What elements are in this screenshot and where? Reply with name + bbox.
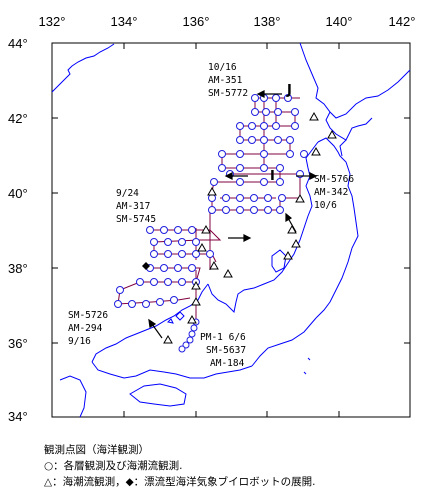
x-tick-label: 142° [389,14,416,29]
station-circles [114,94,308,353]
svg-text:AM-294: AM-294 [68,323,103,334]
map-legend: 観測点図（海洋観測） ○：各層観測及び海潮流観測. △：海潮流観測，◆：漂流型海… [44,442,424,490]
svg-text:SM-5726: SM-5726 [68,310,108,321]
svg-text:SM-5637: SM-5637 [206,345,246,356]
svg-text:PM-1 6/6: PM-1 6/6 [200,332,246,343]
y-tick-label: 36° [8,336,28,351]
legend-title: 観測点図（海洋観測） [44,444,149,456]
annotation-south: PM-1 6/6 SM-5637 AM-184 [200,332,246,369]
svg-text:10/16: 10/16 [208,62,237,73]
annotation-north: 10/16 AM-351 SM-5772 [208,62,248,99]
buoy-diamond-marker [142,262,150,270]
map-figure: 132° 134° 136° 138° 140° 142° 44° 42° 40… [8,14,416,424]
tick-marks [51,43,411,417]
y-tick-label: 44° [8,36,28,51]
svg-text:AM-351: AM-351 [208,75,243,86]
direction-arrows [148,90,318,339]
y-tick-label: 42° [8,111,28,126]
annotation-east: SM-5766 AM-342 10/6 [314,174,354,211]
y-tick-label: 40° [8,186,28,201]
x-tick-label: 134° [111,14,138,29]
map-frame [51,42,411,418]
x-tick-label: 138° [254,14,281,29]
x-tick-label: 136° [183,14,210,29]
x-tick-label: 132° [39,14,66,29]
y-tick-label: 38° [8,261,28,276]
annotation-west: 9/24 AM-317 SM-5745 [116,188,156,225]
svg-text:SM-5772: SM-5772 [208,88,248,99]
y-tick-label: 34° [8,409,28,424]
svg-text:SM-5766: SM-5766 [314,174,354,185]
svg-text:SM-5745: SM-5745 [116,214,156,225]
svg-text:10/6: 10/6 [314,200,337,211]
line-marker-letter: J [286,83,292,98]
svg-text:AM-184: AM-184 [210,358,245,369]
svg-text:9/16: 9/16 [68,336,91,347]
x-tick-label: 140° [326,14,353,29]
line-marker-letter: I [270,169,275,184]
svg-text:9/24: 9/24 [116,188,139,199]
legend-item-circle: ○：各層観測及び海潮流観測. [44,460,183,472]
legend-item-triangle: △：海潮流観測，◆：漂流型海洋気象ブイロボットの展開. [44,476,316,488]
svg-text:AM-317: AM-317 [116,201,150,212]
current-triangles [163,111,337,344]
svg-text:AM-342: AM-342 [314,187,348,198]
annotation-southwest: SM-5726 AM-294 9/16 [68,310,108,347]
